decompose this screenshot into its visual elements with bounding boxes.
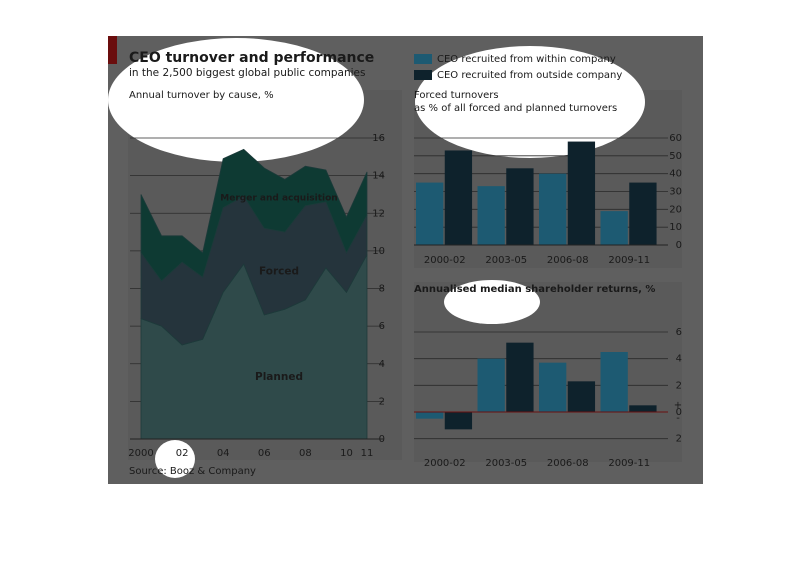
x-tick-label: 2009-11 [608, 458, 650, 469]
y-tick-label: 50 [669, 151, 682, 162]
y-tick-label: 14 [372, 171, 385, 182]
bar [416, 182, 444, 245]
bar [629, 405, 657, 412]
x-tick-label: 11 [361, 448, 374, 459]
x-tick-label: 2003-05 [485, 458, 527, 469]
y-tick-label: 4 [379, 359, 385, 370]
chart-title: Annualised median shareholder returns, % [414, 284, 655, 295]
y-tick-label: 60 [669, 133, 682, 144]
x-tick-label: 2000 [128, 448, 153, 459]
bar [444, 150, 473, 245]
highlight [108, 38, 364, 162]
bar [477, 358, 505, 412]
y-tick-label: 16 [372, 133, 385, 144]
x-tick-label: 2009-11 [608, 255, 650, 266]
area-label: Merger and acquisition [220, 194, 337, 204]
subtitle: in the 2,500 biggest global public compa… [129, 67, 366, 79]
highlight [444, 280, 540, 324]
y-tick-label: 4 [676, 354, 682, 365]
x-tick-label: 02 [176, 448, 189, 459]
bar [416, 412, 444, 419]
bar [539, 362, 567, 412]
y-tick-label: 8 [379, 284, 385, 295]
bar [629, 182, 657, 245]
x-tick-label: 2006-08 [547, 458, 589, 469]
bar [600, 352, 628, 412]
logo-bar [108, 36, 117, 64]
y-tick-label: 2 [676, 380, 682, 391]
highlight [155, 440, 195, 478]
y-tick-label: 12 [372, 208, 385, 219]
area-label: Forced [259, 266, 299, 278]
bar [567, 381, 596, 412]
y-tick-label: 10 [372, 246, 385, 257]
axis-sign: - [676, 413, 680, 424]
area-label: Planned [255, 371, 303, 383]
y-tick-label: 0 [676, 407, 682, 418]
x-tick-label: 04 [217, 448, 230, 459]
x-tick-label: 2000-02 [424, 255, 466, 266]
legend-swatch [414, 54, 432, 64]
y-tick-label: 40 [669, 169, 682, 180]
source: Source: Booz & Company [129, 466, 256, 477]
legend-label: CEO recruited from within company [437, 54, 616, 65]
x-tick-label: 06 [258, 448, 271, 459]
legend-label: CEO recruited from outside company [437, 70, 622, 81]
chart-subtitle: Annual turnover by cause, % [129, 90, 274, 101]
bar [539, 173, 567, 245]
x-tick-label: 08 [299, 448, 312, 459]
bar [477, 186, 505, 245]
chart-subtitle: as % of all forced and planned turnovers [414, 103, 617, 114]
y-tick-label: 0 [676, 240, 682, 251]
y-tick-label: 20 [669, 204, 682, 215]
y-tick-label: 30 [669, 187, 682, 198]
y-tick-label: 2 [379, 396, 385, 407]
x-tick-label: 10 [340, 448, 353, 459]
y-tick-label: 10 [669, 222, 682, 233]
x-tick-label: 2006-08 [547, 255, 589, 266]
legend-swatch [414, 70, 432, 80]
y-tick-label: 6 [379, 321, 385, 332]
x-tick-label: 2000-02 [424, 458, 466, 469]
y-tick-label: 2 [676, 434, 682, 445]
y-tick-label: 6 [676, 327, 682, 338]
chart-title: Forced turnovers [414, 90, 499, 101]
highlight [415, 46, 645, 158]
axis-sign: + [674, 400, 682, 411]
bar [506, 168, 534, 245]
bar [567, 141, 596, 245]
x-tick-label: 2003-05 [485, 255, 527, 266]
bar [506, 342, 534, 412]
title: CEO turnover and performance [129, 50, 374, 66]
bar [444, 412, 473, 430]
area [140, 148, 368, 282]
bar [600, 211, 628, 245]
